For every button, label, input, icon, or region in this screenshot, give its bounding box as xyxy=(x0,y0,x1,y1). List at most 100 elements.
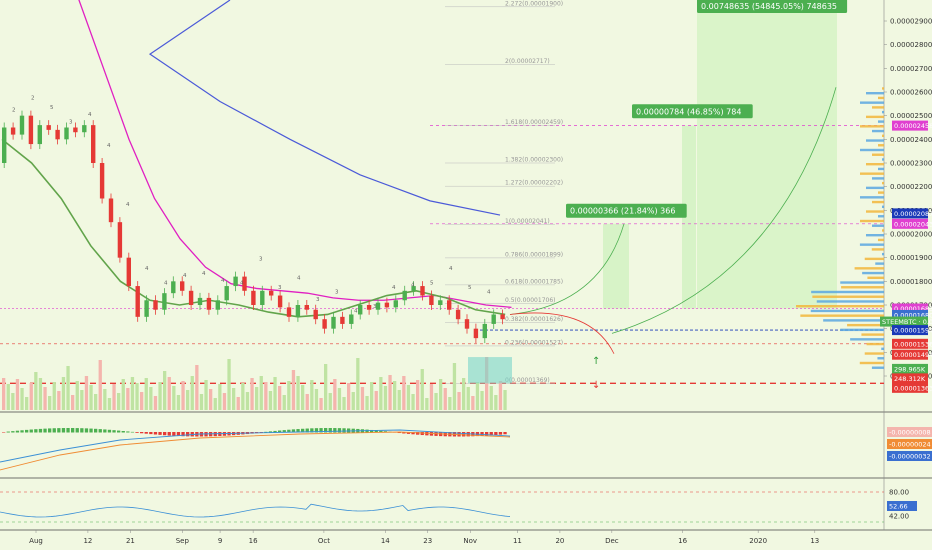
volume-bar xyxy=(121,379,125,410)
volume-profile-bar xyxy=(872,200,884,204)
macd-histogram-bar xyxy=(342,428,346,433)
candle xyxy=(242,276,247,291)
volume-bar xyxy=(319,398,323,410)
rsi-tick-label: 42.00 xyxy=(889,513,909,521)
macd-histogram-bar xyxy=(34,429,38,433)
price-tag xyxy=(892,120,928,131)
signal-line xyxy=(0,431,511,471)
price-tag xyxy=(892,349,928,360)
volume-bar xyxy=(186,390,190,410)
price-tag-label: STEEMBTC · 0.00001673 xyxy=(882,318,932,326)
macd-tag-label: -0.00000024 xyxy=(889,441,931,449)
candle xyxy=(73,127,78,133)
fib-label: 0.618(0.00001785) xyxy=(505,278,563,285)
macd-histogram-bar xyxy=(273,430,277,433)
macd-histogram-bar xyxy=(296,429,300,433)
volume-bar xyxy=(268,391,273,410)
macd-histogram-bar xyxy=(379,430,383,433)
macd-histogram-bar xyxy=(268,431,273,433)
volume-bar xyxy=(84,376,89,410)
macd-histogram-bar xyxy=(416,432,420,435)
volume-profile-bar xyxy=(866,163,884,166)
macd-histogram-bar xyxy=(144,432,148,434)
fib-label: 0.382(0.00001626) xyxy=(505,316,563,323)
macd-line xyxy=(0,429,511,463)
macd-histogram-bar xyxy=(494,432,498,436)
volume-profile-bar xyxy=(878,191,884,194)
volume-profile-bar xyxy=(878,167,884,171)
price-tag-label: 0.00001536 xyxy=(894,340,932,348)
macd-histogram-bar xyxy=(324,428,328,433)
volume-profile-bar xyxy=(882,134,884,137)
candle xyxy=(188,290,194,305)
candle xyxy=(340,316,345,324)
macd-histogram-bar xyxy=(80,428,84,433)
volume-profile-bar xyxy=(841,286,884,289)
volume-profile-bar xyxy=(796,305,884,308)
volume-bar xyxy=(176,395,181,410)
volume-bar xyxy=(337,388,342,410)
volume-profile-bar xyxy=(882,181,884,185)
x-tick-label: 20 xyxy=(555,537,564,545)
candle xyxy=(28,115,34,145)
volume-bar xyxy=(388,375,392,410)
volume-bar xyxy=(278,386,282,410)
support-zone xyxy=(468,357,512,384)
fib-label: 2.272(0.00001900) xyxy=(505,0,563,7)
x-tick-label: Dec xyxy=(605,537,619,545)
volume-bar xyxy=(314,389,319,410)
target-label: 0.00000784 (46.85%) 784 xyxy=(636,107,741,116)
macd-histogram-bar xyxy=(94,428,98,433)
volume-bar xyxy=(172,386,176,410)
candle xyxy=(304,305,309,310)
macd-histogram-bar xyxy=(98,429,102,433)
volume-bar xyxy=(328,393,332,410)
candle-count: 3 xyxy=(335,290,339,296)
volume-bar xyxy=(370,382,374,410)
candle xyxy=(277,295,283,308)
volume-bar xyxy=(71,395,75,410)
volume-profile-bar xyxy=(878,144,884,147)
macd-histogram-bar xyxy=(411,432,415,435)
candle xyxy=(144,300,149,317)
candle-count: 4 xyxy=(126,202,130,208)
price-tag xyxy=(892,208,928,219)
macd-histogram-bar xyxy=(112,430,116,433)
macd-histogram-bar xyxy=(287,429,291,433)
volume-bar xyxy=(259,376,263,410)
rsi-tag-label: 52.66 xyxy=(889,503,908,511)
volume-bar xyxy=(163,371,167,410)
macd-histogram-bar xyxy=(130,431,135,433)
volume-bar xyxy=(66,366,70,410)
volume-bar xyxy=(94,394,98,410)
volume-bar xyxy=(489,386,493,410)
macd-histogram-bar xyxy=(310,428,314,433)
volume-bar xyxy=(342,397,346,410)
volume-profile-bar xyxy=(816,300,884,303)
volume-bar xyxy=(255,387,259,410)
volume-bar xyxy=(379,377,383,410)
volume-bar xyxy=(406,385,411,410)
volume-bar xyxy=(98,360,102,410)
volume-bar xyxy=(34,372,38,410)
x-tick-label: Aug xyxy=(29,537,43,545)
candle-count: 2 xyxy=(12,108,16,114)
price-tag-label: 248.312K xyxy=(894,375,926,383)
volume-profile-bar xyxy=(871,224,884,227)
candle-count: 5 xyxy=(50,105,54,111)
volume-bar xyxy=(452,363,457,410)
volume-bar xyxy=(250,378,254,410)
candle-count: 3 xyxy=(316,297,320,303)
candle xyxy=(162,293,167,310)
volume-bar xyxy=(365,396,369,410)
volume-bar xyxy=(236,397,240,410)
macd-histogram-bar xyxy=(167,432,171,436)
candle-count: 5 xyxy=(468,285,472,291)
fib-label: 1.618(0.00002459) xyxy=(505,119,563,126)
candle xyxy=(455,309,461,320)
macd-histogram-bar xyxy=(107,429,112,433)
volume-profile-bar xyxy=(877,357,884,360)
volume-bar xyxy=(89,385,93,410)
volume-bar xyxy=(434,393,438,410)
volume-bar xyxy=(2,378,6,410)
